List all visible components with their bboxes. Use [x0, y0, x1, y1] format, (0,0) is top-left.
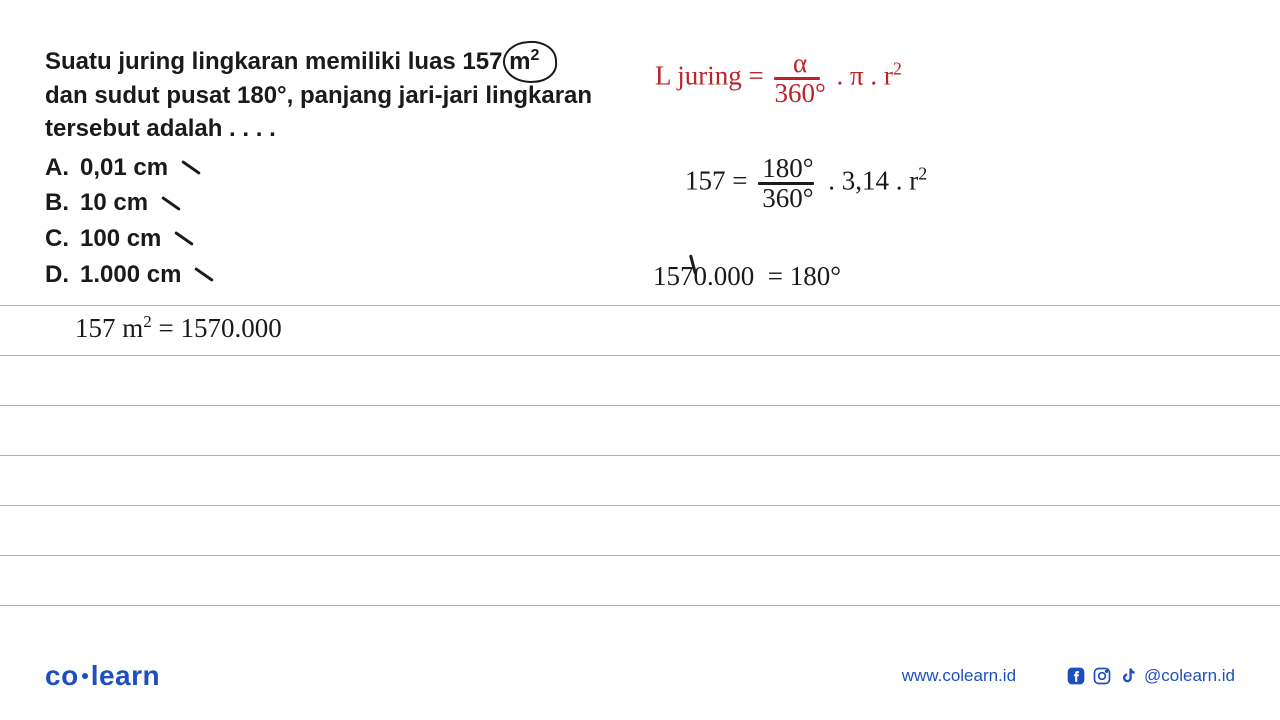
footer-right: www.colearn.id @colearn.id — [902, 666, 1235, 686]
facebook-icon — [1066, 666, 1086, 686]
option-label: 100 cm — [80, 222, 161, 256]
option-c: C. 100 cm — [45, 222, 605, 256]
strike-mark — [175, 231, 195, 246]
logo-dot — [82, 673, 88, 679]
handwriting-step-3: 1570.000 = 180° — [653, 263, 841, 290]
option-label: 0,01 cm — [80, 151, 168, 185]
option-a: A. 0,01 cm — [45, 151, 605, 185]
logo: colearn — [45, 660, 160, 692]
question-block: Suatu juring lingkaran memiliki luas 157… — [45, 45, 605, 293]
footer-handle: @colearn.id — [1144, 666, 1235, 686]
social-block: @colearn.id — [1066, 666, 1235, 686]
strike-mark — [161, 196, 181, 211]
handwriting-conversion: 157 m2 = 1570.000 — [75, 313, 282, 342]
strike-mark — [181, 160, 201, 175]
option-label: 10 cm — [80, 186, 148, 220]
question-line-1-pre: Suatu juring lingkaran memiliki luas 157 — [45, 48, 502, 75]
strike-mark — [195, 267, 215, 282]
footer-url: www.colearn.id — [902, 666, 1016, 686]
instagram-icon — [1092, 666, 1112, 686]
tiktok-icon — [1118, 666, 1138, 686]
question-line-2: dan sudut pusat 180°, panjang jari-jari … — [45, 82, 592, 109]
question-text: Suatu juring lingkaran memiliki luas 157… — [45, 45, 605, 146]
question-line-3: tersebut adalah . . . . — [45, 115, 276, 142]
handwriting-step-2: 157 = 180° 360° . 3,14 . r2 — [685, 155, 927, 212]
circled-unit: m2 — [509, 45, 539, 79]
footer: colearn www.colearn.id @colearn.id — [45, 660, 1235, 692]
option-d: D. 1.000 cm — [45, 258, 605, 292]
handwriting-formula: L juring = α 360° . π . r2 — [655, 50, 902, 107]
option-b: B. 10 cm — [45, 186, 605, 220]
option-label: 1.000 cm — [80, 258, 181, 292]
options-list: A. 0,01 cm B. 10 cm C. 100 cm D. 1.000 c… — [45, 151, 605, 291]
